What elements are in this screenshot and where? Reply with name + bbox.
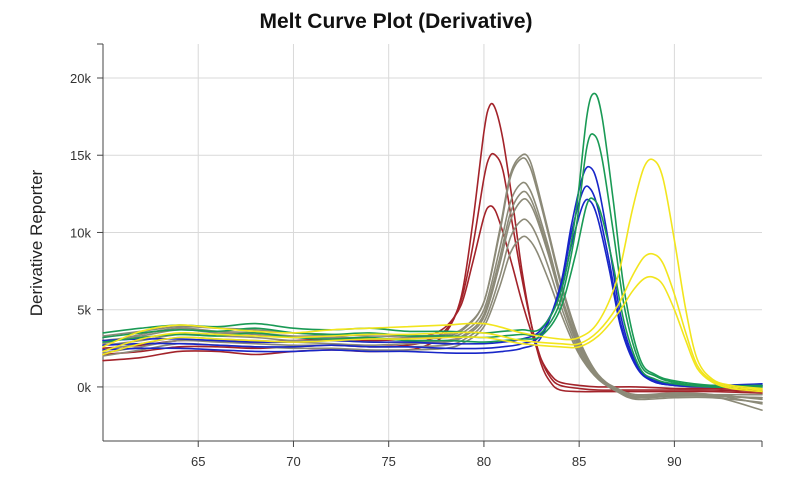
axes bbox=[97, 43, 763, 447]
melt-curve-line bbox=[102, 198, 763, 388]
y-axis-label: Derivative Reporter bbox=[27, 169, 46, 316]
y-tick-label: 20k bbox=[70, 71, 91, 86]
x-tick-label: 85 bbox=[572, 454, 586, 469]
melt-curve-line bbox=[102, 165, 763, 387]
tick-labels: 65 70 75 80 85 90 0k 5k 10k 15k 20k bbox=[70, 71, 682, 469]
melt-curve-line bbox=[102, 133, 763, 389]
melt-curve-line bbox=[102, 181, 763, 401]
melt-curve-line bbox=[102, 197, 763, 388]
x-tick-label: 75 bbox=[381, 454, 395, 469]
melt-curve-line bbox=[102, 275, 763, 393]
melt-curve-line bbox=[102, 92, 763, 387]
melt-curve-line bbox=[102, 218, 763, 399]
melt-curve-line bbox=[102, 158, 763, 390]
y-tick-label: 10k bbox=[70, 225, 91, 240]
y-tick-label: 15k bbox=[70, 148, 91, 163]
x-tick-label: 65 bbox=[191, 454, 205, 469]
chart-title: Melt Curve Plot (Derivative) bbox=[259, 10, 532, 33]
melt-curve-line bbox=[102, 252, 763, 391]
x-tick-label: 90 bbox=[667, 454, 681, 469]
y-tick-label: 5k bbox=[77, 303, 91, 318]
x-tick-label: 80 bbox=[477, 454, 491, 469]
melt-curve-line bbox=[102, 198, 763, 398]
melt-curve-line bbox=[102, 152, 763, 393]
x-tick-label: 70 bbox=[286, 454, 300, 469]
curves bbox=[102, 92, 763, 411]
y-tick-label: 0k bbox=[77, 380, 91, 395]
melt-curve-line bbox=[102, 205, 763, 391]
melt-curve-line bbox=[102, 190, 763, 399]
melt-curve-line bbox=[102, 157, 763, 405]
melt-curve-line bbox=[102, 153, 763, 411]
